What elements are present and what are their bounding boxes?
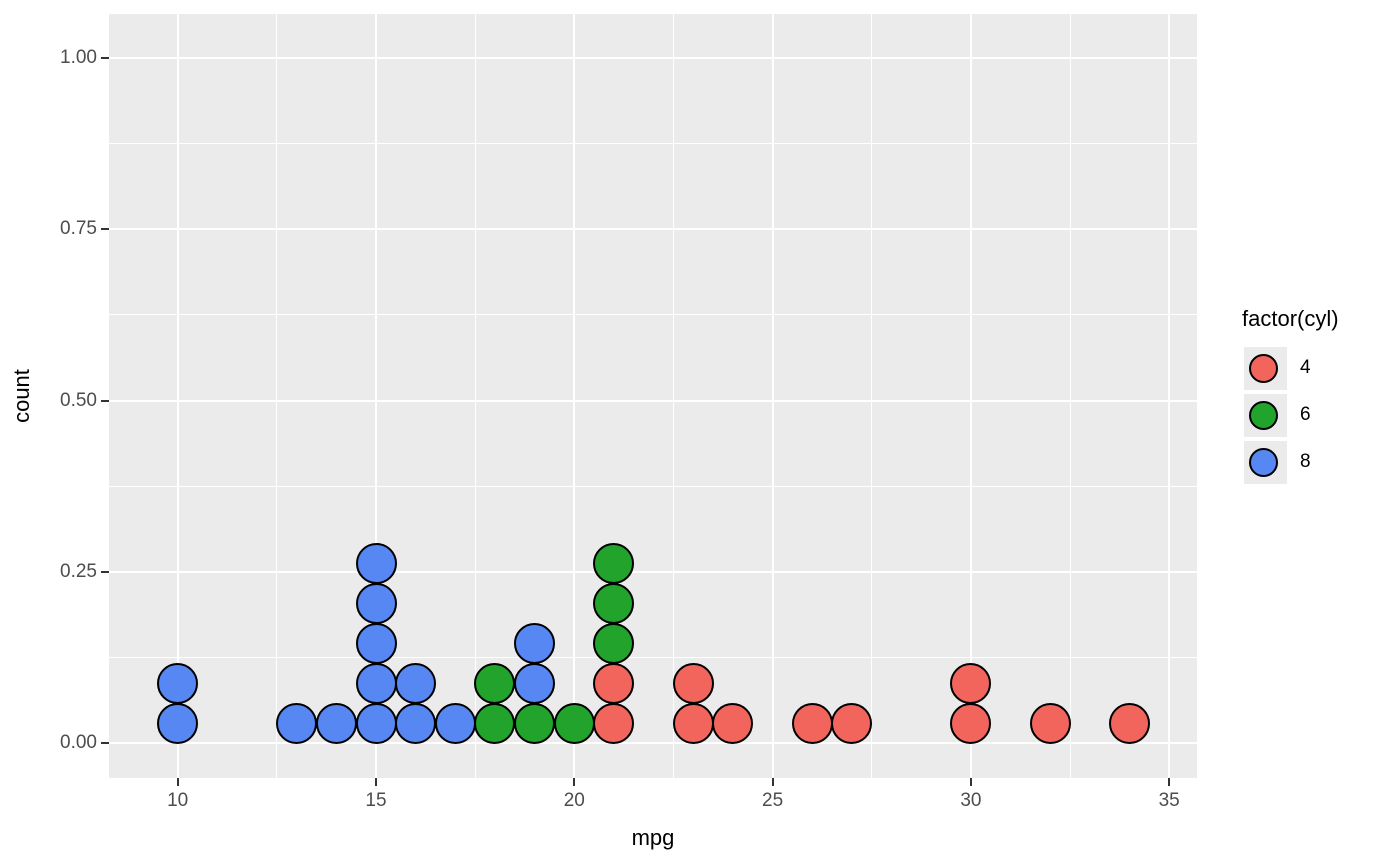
- data-dot-cyl-8: [355, 582, 397, 624]
- x-tick: [375, 778, 377, 786]
- y-tick-label: 0.75: [60, 218, 97, 240]
- data-dot-cyl-8: [315, 702, 357, 744]
- legend-key-dot-icon: [1249, 401, 1278, 430]
- legend-key-dot-icon: [1249, 448, 1278, 477]
- y-axis-title: count: [9, 369, 34, 423]
- data-dot-cyl-4: [593, 702, 635, 744]
- x-tick-label: 35: [1158, 790, 1180, 811]
- data-dot-cyl-4: [672, 702, 714, 744]
- x-tick-label: 10: [167, 790, 189, 811]
- data-dot-cyl-6: [593, 622, 635, 664]
- plot-panel: [109, 14, 1197, 778]
- legend-title: factor(cyl): [1242, 306, 1339, 331]
- gridline-minor-x: [871, 14, 873, 778]
- legend-entry-label: 4: [1300, 357, 1311, 378]
- gridline-minor-y: [109, 314, 1197, 316]
- x-tick: [573, 778, 576, 786]
- gridline-major-y: [109, 399, 1197, 402]
- data-dot-cyl-4: [672, 662, 714, 704]
- gridline-minor-x: [276, 14, 278, 778]
- gridline-major-y: [109, 570, 1197, 573]
- data-dot-cyl-6: [474, 702, 516, 744]
- gridline-major-x: [969, 14, 972, 778]
- data-dot-cyl-4: [791, 702, 833, 744]
- gridline-major-y: [109, 57, 1197, 59]
- x-tick: [969, 778, 972, 786]
- y-tick: [101, 228, 109, 231]
- x-tick: [1168, 778, 1171, 786]
- data-dot-cyl-4: [950, 702, 992, 744]
- data-dot-cyl-4: [712, 702, 754, 744]
- data-dot-cyl-8: [395, 662, 437, 704]
- gridline-minor-x: [672, 14, 674, 778]
- x-tick-label: 15: [365, 790, 387, 811]
- data-dot-cyl-6: [593, 582, 635, 624]
- gridline-major-x: [771, 14, 774, 778]
- data-dot-cyl-8: [355, 702, 397, 744]
- data-dot-cyl-4: [831, 702, 873, 744]
- data-dot-cyl-4: [1109, 702, 1151, 744]
- legend: factor(cyl) 4 6 8: [1242, 305, 1372, 488]
- data-dot-cyl-6: [474, 662, 516, 704]
- x-tick: [771, 778, 774, 786]
- y-tick: [101, 570, 109, 573]
- data-dot-cyl-8: [276, 702, 318, 744]
- data-dot-cyl-8: [514, 662, 556, 704]
- y-tick: [101, 399, 109, 402]
- legend-entry-4: 4: [1242, 347, 1372, 390]
- y-tick-label: 0.50: [60, 389, 97, 411]
- y-tick-label: 0.00: [60, 732, 97, 753]
- y-tick-label: 1.00: [60, 47, 97, 68]
- x-axis-title: mpg: [631, 825, 675, 850]
- data-dot-cyl-8: [157, 702, 199, 744]
- x-tick-label: 25: [762, 790, 784, 811]
- legend-entries: 4 6 8: [1242, 347, 1372, 484]
- y-tick: [101, 57, 109, 59]
- y-tick-label: 0.25: [60, 560, 97, 582]
- data-dot-cyl-8: [395, 702, 437, 744]
- gridline-minor-x: [474, 14, 476, 778]
- gridline-major-x: [573, 14, 576, 778]
- data-dot-cyl-8: [434, 702, 476, 744]
- x-tick: [176, 778, 179, 786]
- x-tick-label: 20: [563, 790, 585, 811]
- data-dot-cyl-8: [514, 622, 556, 664]
- data-dot-cyl-4: [1029, 702, 1071, 744]
- gridline-major-x: [375, 14, 377, 778]
- y-tick: [101, 742, 109, 744]
- legend-entry-label: 6: [1300, 404, 1311, 425]
- data-dot-cyl-4: [593, 662, 635, 704]
- data-dot-cyl-6: [514, 702, 556, 744]
- legend-entry-label: 8: [1300, 451, 1311, 472]
- data-dot-cyl-8: [157, 662, 199, 704]
- gridline-minor-y: [109, 143, 1197, 145]
- data-dot-cyl-6: [553, 702, 595, 744]
- data-dot-cyl-8: [355, 542, 397, 584]
- data-dot-cyl-8: [355, 622, 397, 664]
- gridline-major-y: [109, 742, 1197, 744]
- data-dot-cyl-6: [593, 542, 635, 584]
- x-tick-label: 30: [960, 790, 982, 811]
- gridline-major-y: [109, 228, 1197, 231]
- data-dot-cyl-8: [355, 662, 397, 704]
- data-dot-cyl-4: [950, 662, 992, 704]
- legend-entry-6: 6: [1242, 394, 1372, 437]
- gridline-minor-y: [109, 485, 1197, 487]
- gridline-minor-y: [109, 656, 1197, 658]
- gridline-minor-x: [1069, 14, 1071, 778]
- legend-key-dot-icon: [1249, 354, 1278, 383]
- gridline-major-x: [1168, 14, 1171, 778]
- legend-entry-8: 8: [1242, 441, 1372, 484]
- gridline-major-x: [176, 14, 179, 778]
